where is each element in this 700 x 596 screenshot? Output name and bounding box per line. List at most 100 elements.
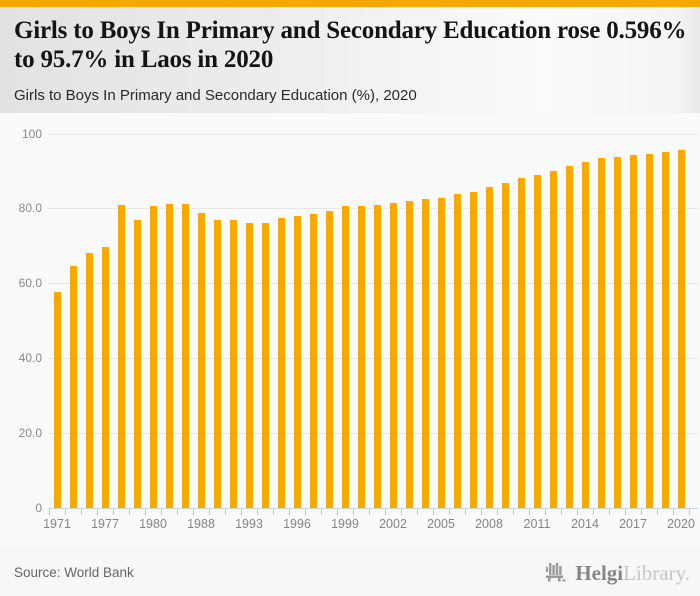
chart-subtitle: Girls to Boys In Primary and Secondary E… [14, 87, 417, 104]
bar-2012[interactable] [549, 171, 557, 508]
x-axis-tick [129, 509, 130, 515]
x-axis-tick [401, 509, 402, 515]
y-axis-label-40.0: 40.0 [18, 351, 42, 366]
x-axis-tick [577, 509, 578, 515]
x-axis-label-2002: 2002 [379, 517, 407, 531]
bar-2011[interactable] [533, 175, 541, 508]
x-axis-label-1980: 1980 [139, 517, 167, 531]
bar-1994[interactable] [261, 223, 269, 508]
page-title: Girls to Boys In Primary and Secondary E… [14, 17, 687, 73]
x-axis-tick [561, 509, 562, 515]
bar-1980[interactable] [149, 206, 157, 508]
bar-1992[interactable] [229, 220, 237, 508]
gridline-100 [48, 133, 697, 135]
x-axis-tick [673, 509, 674, 515]
bar-1988[interactable] [197, 213, 205, 508]
helgi-library-logo[interactable]: HelgiLibrary. [545, 560, 690, 586]
x-axis-tick [385, 509, 386, 515]
bar-1976[interactable] [85, 253, 93, 508]
x-axis-tick [337, 509, 338, 515]
x-axis-tick [641, 509, 642, 515]
bar-1978[interactable] [117, 205, 125, 508]
bar-1997[interactable] [309, 214, 317, 508]
x-axis-tick [241, 509, 242, 515]
x-axis-tick [161, 509, 162, 515]
bar-1975[interactable] [69, 266, 77, 508]
y-axis-label-0: 0 [35, 501, 42, 515]
bar-1977[interactable] [101, 247, 109, 508]
bar-2010[interactable] [517, 178, 525, 508]
gridline-20 [48, 433, 697, 435]
bar-2019[interactable] [661, 152, 669, 508]
bar-1993[interactable] [245, 223, 253, 508]
header: Girls to Boys In Primary and Secondary E… [0, 7, 700, 113]
x-axis-tick [273, 509, 274, 515]
bar-2008[interactable] [485, 187, 493, 508]
x-axis-label-1993: 1993 [235, 517, 263, 531]
gridline-40 [48, 358, 697, 360]
x-axis-label-2014: 2014 [571, 517, 599, 531]
bar-1996[interactable] [293, 216, 301, 508]
bar-2006[interactable] [453, 194, 461, 508]
x-axis-label-1977: 1977 [91, 517, 119, 531]
bar-2018[interactable] [645, 154, 653, 508]
bar-2007[interactable] [469, 192, 477, 508]
bar-chart: 0 20.0 40.0 60.0 80.0 100 1971 1977 1980 1988 1993… [0, 113, 700, 545]
x-axis-tick [305, 509, 306, 515]
bar-2005[interactable] [437, 198, 445, 508]
x-axis-label-1999: 1999 [331, 517, 359, 531]
x-axis-tick [113, 509, 114, 515]
bar-2001[interactable] [373, 205, 381, 508]
x-axis-tick [625, 509, 626, 515]
source-note: Source: World Bank [14, 565, 134, 580]
x-axis-label-1996: 1996 [283, 517, 311, 531]
bar-1999[interactable] [341, 206, 349, 508]
bar-2014[interactable] [581, 162, 589, 508]
y-axis-label-80.0: 80.0 [18, 201, 42, 216]
x-axis-label-2020: 2020 [667, 517, 695, 531]
bar-2002[interactable] [389, 203, 397, 508]
bar-1984[interactable] [181, 204, 189, 508]
bar-1979[interactable] [133, 220, 141, 508]
x-axis-label-2008: 2008 [475, 517, 503, 531]
x-axis-label-1988: 1988 [187, 517, 215, 531]
bar-1971[interactable] [53, 292, 61, 508]
logo-text-library: Library. [623, 561, 690, 585]
bar-2003[interactable] [405, 201, 413, 508]
bar-2016[interactable] [613, 157, 621, 508]
x-axis-tick [97, 509, 98, 515]
bar-2020[interactable] [677, 150, 685, 508]
y-axis-label-100: 100 [21, 126, 42, 141]
x-axis-tick [529, 509, 530, 515]
y-axis-label-20.0: 20.0 [18, 426, 42, 441]
bar-2004[interactable] [421, 199, 429, 508]
gridline-60 [48, 283, 697, 285]
bar-1981[interactable] [165, 204, 173, 508]
x-axis-tick [209, 509, 210, 515]
x-axis-label-1971: 1971 [43, 517, 71, 531]
x-axis-tick [465, 509, 466, 515]
bar-2017[interactable] [629, 155, 637, 508]
x-axis-tick [481, 509, 482, 515]
x-axis-tick [289, 509, 290, 515]
x-axis-tick [417, 509, 418, 515]
bar-2013[interactable] [565, 166, 573, 508]
bar-2009[interactable] [501, 183, 509, 508]
x-axis-tick [257, 509, 258, 515]
bar-2000[interactable] [357, 206, 365, 508]
x-axis-tick [433, 509, 434, 515]
y-axis-label-60.0: 60.0 [18, 276, 42, 291]
x-axis-tick [145, 509, 146, 515]
bar-1995[interactable] [277, 218, 285, 508]
x-axis-tick [177, 509, 178, 515]
gridline-80 [48, 208, 697, 210]
bar-1998[interactable] [325, 211, 333, 508]
x-axis-label-2017: 2017 [619, 517, 647, 531]
x-axis-tick [369, 509, 370, 515]
logo-text: HelgiLibrary. [575, 560, 690, 586]
bar-2015[interactable] [597, 158, 605, 508]
x-axis-line [48, 508, 698, 509]
x-axis-label-2005: 2005 [427, 517, 455, 531]
x-axis-tick [497, 509, 498, 515]
bar-1989[interactable] [213, 220, 221, 508]
